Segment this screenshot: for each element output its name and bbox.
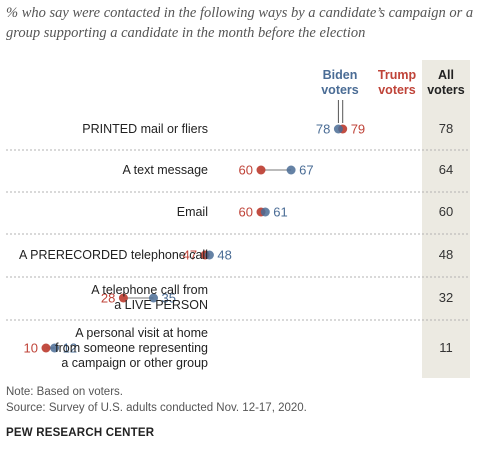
biden-dot-3 — [204, 250, 214, 260]
all-voters-value-5: 11 — [439, 340, 453, 355]
pew-logo-text: PEW RESEARCH CENTER — [6, 427, 155, 439]
legend-biden: Biden voters — [313, 68, 367, 98]
trump-value-4: 28 — [101, 291, 115, 306]
legend-biden-line-1: Biden — [322, 68, 358, 82]
trump-dot-1 — [256, 165, 266, 175]
category-label-4: A telephone call from a LIVE PERSON — [91, 283, 208, 313]
all-voters-value-2: 60 — [438, 204, 454, 219]
legend-biden-line-2: voters — [321, 83, 359, 97]
trump-dot-4 — [118, 293, 128, 303]
trump-dot-5 — [41, 343, 51, 353]
biden-dot-4 — [149, 293, 158, 303]
biden-dot-1 — [286, 165, 296, 175]
trump-value-1: 60 — [239, 163, 253, 178]
category-label-4-line-1: a LIVE PERSON — [114, 298, 208, 312]
all-voters-column — [422, 60, 470, 378]
category-label-3: A PRERECORDED telephone call — [19, 248, 208, 263]
category-label-2: Email — [177, 205, 208, 220]
biden-dot-2 — [260, 207, 270, 217]
category-label-5-line-1: from someone representing — [55, 340, 208, 355]
trump-value-0: 79 — [351, 122, 365, 137]
note: Note: Based on voters. — [6, 386, 123, 398]
biden-value-1: 67 — [299, 163, 313, 178]
biden-value-4: 35 — [162, 291, 176, 306]
category-label-1-line-0: A text message — [122, 162, 208, 177]
category-label-5-line-2: a campaign or other group — [61, 355, 208, 370]
category-label-5-line-0: A personal visit at home — [75, 325, 208, 340]
category-label-4-line-0: A telephone call from — [91, 283, 208, 297]
trump-value-5: 10 — [24, 341, 38, 356]
legend-trump: Trump voters — [370, 68, 424, 98]
category-label-1: A text message — [123, 163, 208, 178]
legend-trump-line-1: Trump — [377, 68, 417, 82]
trump-value-2: 60 — [239, 205, 253, 220]
category-label-3-line-0: A PRERECORDED telephone call — [19, 247, 208, 262]
chart-subtitle: % who say were contacted in the followin… — [6, 5, 474, 41]
biden-dot-0 — [333, 124, 343, 134]
all-voters-value-1: 64 — [438, 162, 454, 177]
biden-value-3: 48 — [217, 248, 231, 263]
all-header-line-2: voters — [427, 83, 465, 97]
all-voters-value-3: 48 — [438, 247, 454, 262]
biden-value-2: 61 — [273, 205, 287, 220]
all-header-line-1: All — [438, 68, 454, 82]
category-label-0-line-0: PRINTED mail or fliers — [82, 121, 208, 136]
category-label-2-line-0: Email — [176, 204, 208, 219]
category-label-0: PRINTED mail or fliers — [82, 122, 208, 137]
trump-value-3: 47 — [183, 248, 197, 263]
all-voters-value-4: 32 — [438, 290, 454, 305]
source-line: Source: Survey of U.S. adults conducted … — [6, 402, 307, 414]
legend-trump-line-2: voters — [378, 83, 416, 97]
category-label-5: A personal visit at home from someone rep… — [55, 326, 208, 371]
biden-value-0: 78 — [316, 122, 330, 137]
all-voters-value-0: 78 — [438, 121, 454, 136]
biden-dot-5 — [50, 343, 60, 353]
biden-value-5: 12 — [63, 341, 77, 356]
all-voters-header: All voters — [422, 68, 470, 98]
